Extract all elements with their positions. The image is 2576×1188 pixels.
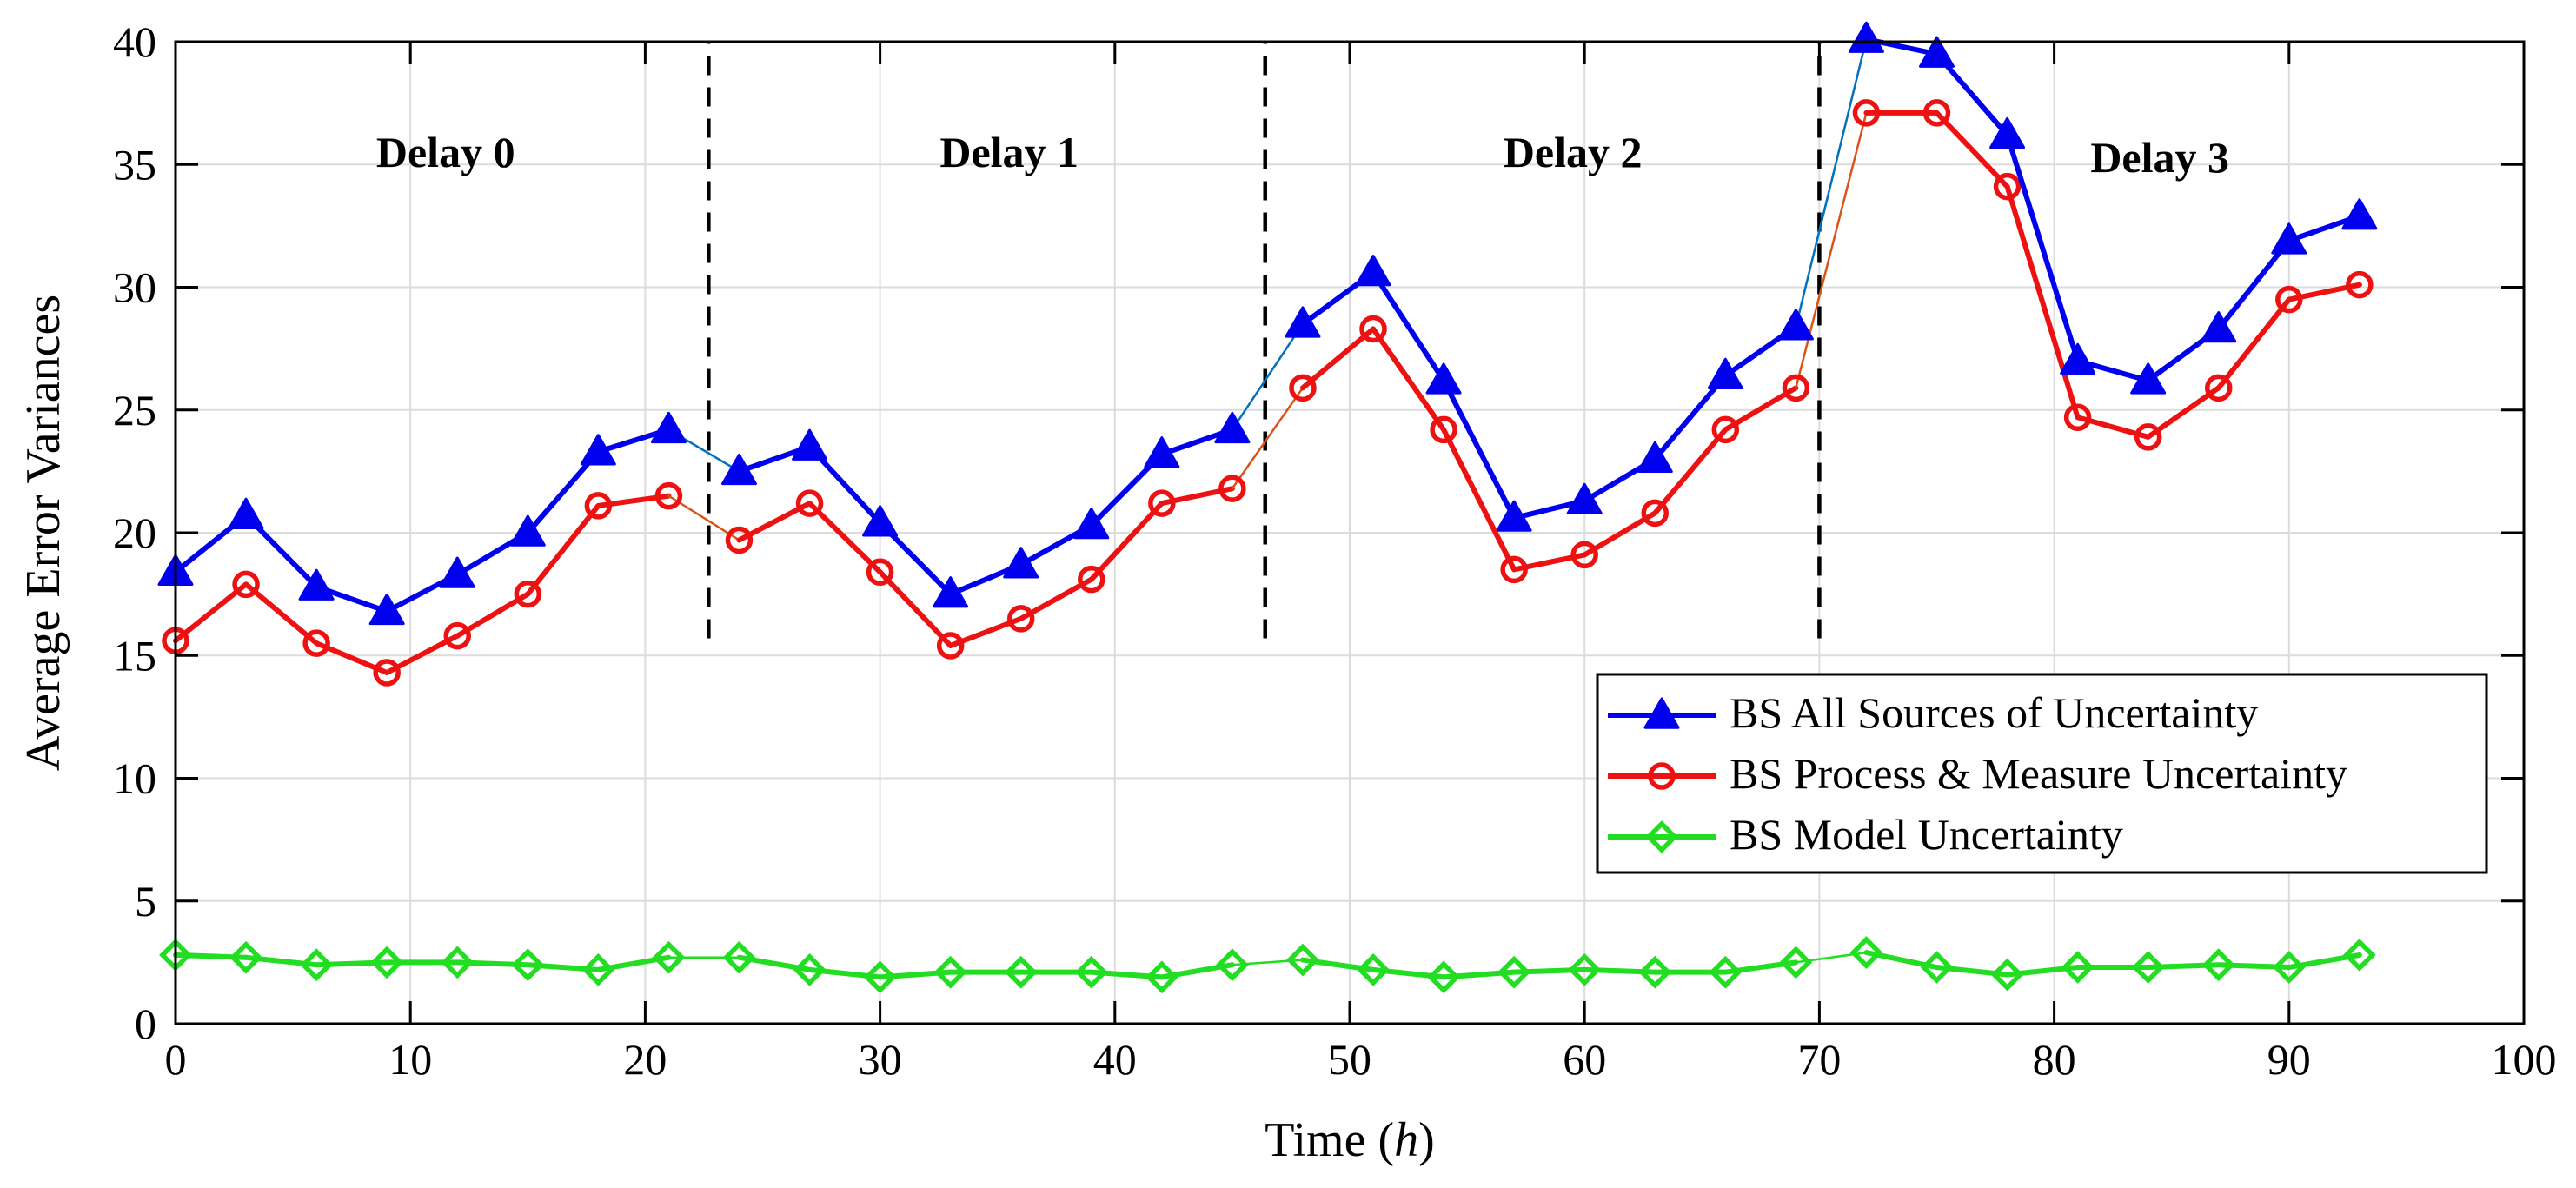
y-tick-label: 20: [113, 508, 156, 557]
x-tick-label: 60: [1563, 1035, 1606, 1084]
delay-annotation: Delay 2: [1504, 128, 1643, 176]
x-tick-label: 50: [1328, 1035, 1371, 1084]
x-tick-label: 90: [2267, 1035, 2311, 1084]
y-tick-label: 0: [135, 999, 156, 1048]
x-tick-label: 10: [388, 1035, 432, 1084]
y-tick-label: 5: [135, 877, 156, 926]
x-tick-label: 30: [859, 1035, 902, 1084]
y-tick-label: 10: [113, 754, 156, 803]
x-tick-label: 40: [1093, 1035, 1137, 1084]
delay-annotation: Delay 1: [939, 128, 1079, 176]
delay-annotation: Delay 0: [376, 128, 515, 176]
y-tick-label: 25: [113, 386, 156, 435]
x-tick-label: 20: [623, 1035, 667, 1084]
x-tick-label: 70: [1797, 1035, 1841, 1084]
line-chart: Delay 0 Delay 1 Delay 2 Delay 3 0 10 20 30 40 50…: [0, 0, 2576, 1188]
x-tick-label: 80: [2033, 1035, 2076, 1084]
legend-label-all-sources: BS All Sources of Uncertainty: [1730, 688, 2258, 737]
delay-annotation: Delay 3: [2090, 133, 2229, 182]
y-tick-label: 35: [113, 140, 156, 189]
legend: BS All Sources of Uncertainty BS Process…: [1597, 674, 2486, 873]
y-tick-label: 30: [113, 263, 156, 312]
y-tick-label: 40: [113, 17, 156, 66]
y-axis-label: Average Error Variances: [17, 295, 70, 771]
legend-label-model: BS Model Uncertainty: [1730, 810, 2123, 859]
legend-label-process-measure: BS Process & Measure Uncertainty: [1730, 749, 2347, 798]
y-tick-label: 15: [113, 631, 156, 680]
x-tick-label: 0: [165, 1035, 187, 1084]
x-tick-label: 100: [2492, 1035, 2557, 1084]
x-axis-label: Time (h): [1265, 1113, 1435, 1167]
